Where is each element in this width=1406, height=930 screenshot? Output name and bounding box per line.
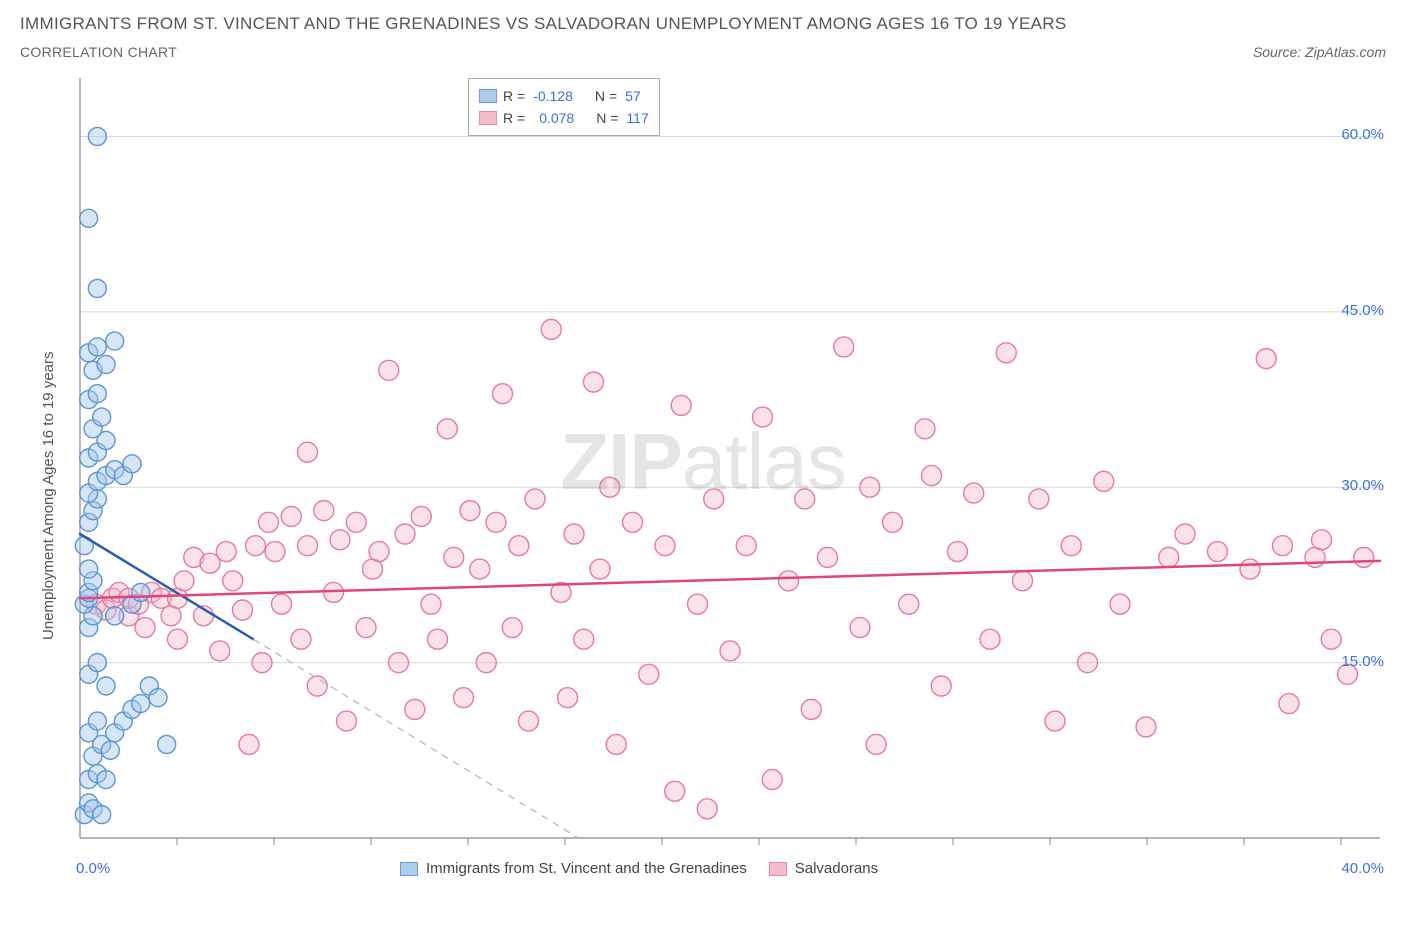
chart-container: ZIPatlas Unemployment Among Ages 16 to 1… [20,68,1386,888]
stats-legend-row-blue: R = -0.128 N = 57 [479,85,649,107]
r-value-pink: 0.078 [539,110,574,126]
swatch-pink [769,862,787,876]
source-attribution: Source: ZipAtlas.com [1253,44,1386,60]
legend-label-pink: Salvadorans [795,860,878,877]
r-label: R = [503,88,525,104]
legend-item-blue: Immigrants from St. Vincent and the Gren… [400,860,747,877]
swatch-blue [479,89,497,103]
n-value-blue: 57 [625,88,641,104]
legend-label-blue: Immigrants from St. Vincent and the Gren… [426,860,747,877]
subtitle-row: CORRELATION CHART Source: ZipAtlas.com [20,44,1386,60]
x-end-label: 40.0% [1341,860,1384,877]
scatter-chart [20,68,1386,888]
stats-legend-row-pink: R = 0.078 N = 117 [479,107,649,129]
swatch-pink [479,111,497,125]
legend-item-pink: Salvadorans [769,860,878,877]
y-tick-label: 45.0% [1341,302,1384,319]
n-value-pink: 117 [626,110,648,126]
swatch-blue [400,862,418,876]
y-tick-label: 30.0% [1341,477,1384,494]
y-tick-label: 60.0% [1341,126,1384,143]
stats-legend-box: R = -0.128 N = 57 R = 0.078 N = 117 [468,78,660,136]
y-axis-label: Unemployment Among Ages 16 to 19 years [40,352,57,641]
x-origin-label: 0.0% [76,860,110,877]
n-label: N = [596,110,618,126]
r-value-blue: -0.128 [533,88,573,104]
n-label: N = [595,88,617,104]
chart-subtitle: CORRELATION CHART [20,44,177,60]
y-tick-label: 15.0% [1341,653,1384,670]
r-label: R = [503,110,525,126]
chart-title: IMMIGRANTS FROM ST. VINCENT AND THE GREN… [20,14,1386,34]
series-legend: Immigrants from St. Vincent and the Gren… [400,860,878,877]
